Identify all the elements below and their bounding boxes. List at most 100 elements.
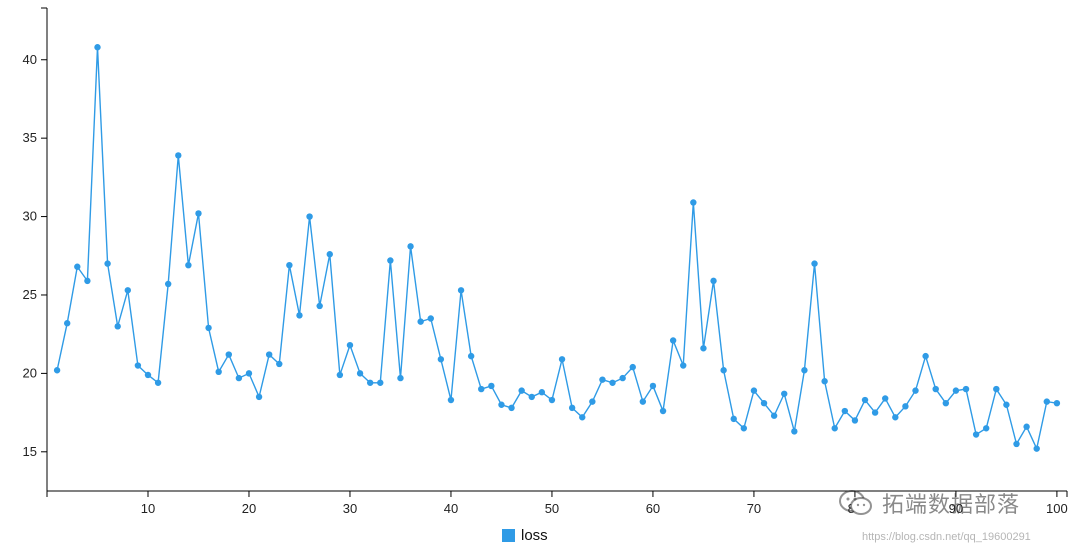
data-point xyxy=(730,415,737,423)
data-point xyxy=(680,362,687,369)
data-point xyxy=(255,393,263,401)
data-point xyxy=(579,414,586,421)
data-point xyxy=(710,277,717,285)
data-point xyxy=(124,287,131,294)
data-point xyxy=(387,257,394,264)
data-point xyxy=(558,356,566,363)
data-point xyxy=(1013,440,1020,448)
data-point xyxy=(912,387,919,394)
y-tick-label: 30 xyxy=(23,209,37,224)
data-point xyxy=(1043,398,1051,405)
data-point xyxy=(518,387,525,394)
data-point xyxy=(609,379,616,386)
x-tick-label: 10 xyxy=(141,501,155,516)
data-point xyxy=(144,371,152,379)
loss-line-chart: 152025303540102030405060708090100 xyxy=(23,7,1068,516)
data-point xyxy=(720,367,727,374)
data-point xyxy=(498,401,505,408)
data-point xyxy=(447,396,455,404)
y-tick-label: 15 xyxy=(23,444,37,459)
data-point xyxy=(690,199,697,206)
data-point xyxy=(427,315,434,322)
data-point xyxy=(377,379,384,386)
data-point xyxy=(508,404,515,412)
data-point xyxy=(457,287,465,294)
data-point xyxy=(134,362,142,369)
data-point xyxy=(649,382,657,390)
data-point xyxy=(84,277,91,285)
watermark-url: https://blog.csdn.net/qq_19600291 xyxy=(862,531,1031,543)
data-point xyxy=(154,379,162,386)
data-point xyxy=(952,387,960,394)
x-tick-label: 70 xyxy=(747,501,761,516)
data-point xyxy=(700,345,707,352)
data-point xyxy=(669,337,677,344)
data-point xyxy=(882,395,889,402)
x-tick-label: 30 xyxy=(343,501,357,516)
data-point xyxy=(589,398,596,405)
data-point xyxy=(306,213,313,220)
data-point xyxy=(922,352,929,360)
data-point xyxy=(1053,399,1061,407)
x-tick-label: 20 xyxy=(242,501,256,516)
data-point xyxy=(63,320,71,327)
data-point xyxy=(1023,423,1030,430)
data-point xyxy=(791,428,798,435)
data-point xyxy=(841,407,849,415)
data-point xyxy=(316,302,323,310)
data-point xyxy=(942,399,950,407)
data-point xyxy=(993,385,1000,393)
y-tick-label: 35 xyxy=(23,130,37,145)
legend: loss xyxy=(502,527,548,544)
data-point xyxy=(538,389,546,396)
data-point xyxy=(366,379,374,386)
data-point xyxy=(528,393,535,401)
data-point xyxy=(821,378,828,385)
data-point xyxy=(53,367,61,374)
data-point xyxy=(831,425,838,432)
data-point xyxy=(346,341,354,349)
data-point xyxy=(1033,445,1040,452)
data-point xyxy=(599,376,606,383)
data-point xyxy=(871,409,879,416)
data-point xyxy=(972,431,980,438)
data-point xyxy=(478,385,485,393)
data-point xyxy=(104,260,111,267)
data-point xyxy=(276,360,283,368)
data-point xyxy=(286,261,293,269)
data-point xyxy=(892,414,899,421)
data-point xyxy=(326,251,333,258)
x-tick-label: 90 xyxy=(949,501,963,516)
series-line-loss xyxy=(56,47,1058,451)
data-point xyxy=(205,324,212,332)
data-point xyxy=(548,396,556,404)
data-point xyxy=(932,385,939,393)
data-point xyxy=(861,396,869,404)
y-tick-label: 25 xyxy=(23,287,37,302)
data-point xyxy=(1003,401,1010,408)
legend-label-loss: loss xyxy=(521,527,548,544)
x-tick-label: 60 xyxy=(646,501,660,516)
data-point xyxy=(801,367,808,374)
data-point xyxy=(629,363,636,371)
data-point xyxy=(235,374,243,382)
data-point xyxy=(94,44,101,51)
wechat-icon xyxy=(839,490,872,515)
data-point xyxy=(356,370,364,377)
data-point xyxy=(225,351,232,358)
watermark: 拓端数据部落 xyxy=(838,487,1020,519)
data-point xyxy=(983,425,990,432)
data-point xyxy=(639,398,647,405)
data-point xyxy=(619,374,626,382)
data-point xyxy=(195,210,202,217)
data-point xyxy=(185,261,192,269)
data-point xyxy=(417,318,424,325)
data-point xyxy=(568,404,576,412)
data-point xyxy=(407,243,414,250)
x-tick-label: 40 xyxy=(444,501,458,516)
data-point xyxy=(74,263,81,270)
data-point xyxy=(215,368,222,376)
data-point xyxy=(740,425,748,432)
data-point xyxy=(467,352,475,360)
y-tick-label: 40 xyxy=(23,52,37,67)
